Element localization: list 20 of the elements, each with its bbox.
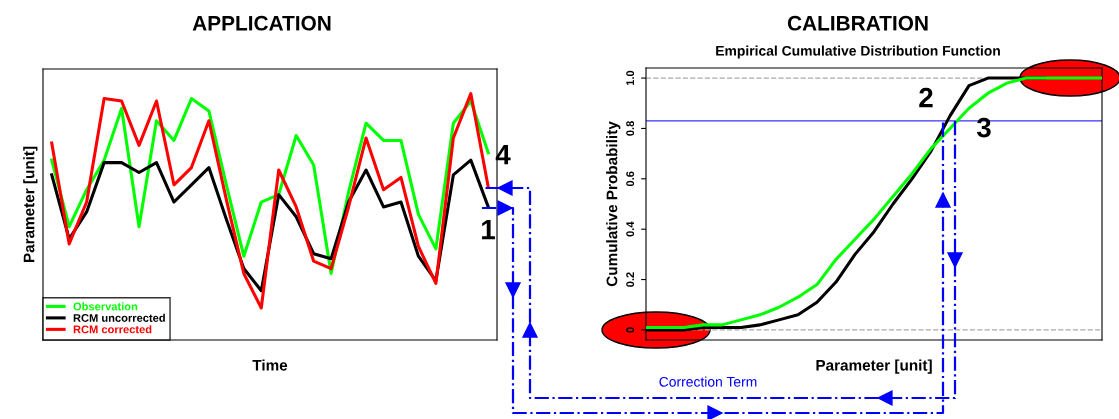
annotation: 3 <box>976 117 991 138</box>
text: Correction Term <box>659 376 757 387</box>
legend-label: RCM uncorrected <box>73 313 165 322</box>
x-axis-title: Parameter [unit] <box>816 359 932 374</box>
y-axis-title: Parameter [unit] <box>23 146 38 263</box>
y-axis-title: Cumulative Probability <box>606 121 621 287</box>
annotation: 2 <box>919 87 933 108</box>
annotation: 1 <box>482 220 495 240</box>
y-tick-label: 0.4 <box>626 221 635 237</box>
y-tick-label: 0 <box>626 327 635 333</box>
legend-label: RCM corrected <box>73 325 152 334</box>
legend-label: Observation <box>73 302 138 311</box>
x-axis-title: Time <box>252 359 288 371</box>
y-tick-label: 0.8 <box>626 121 635 136</box>
chart-title: CALIBRATION <box>787 15 928 31</box>
y-tick-label: 0.2 <box>626 272 635 287</box>
y-tick-label: 0.6 <box>626 171 635 187</box>
chart-subtitle: Empirical Cumulative Distribution Function <box>716 45 1000 59</box>
chart-title: APPLICATION <box>192 15 331 31</box>
y-tick-label: 1.0 <box>626 70 635 86</box>
